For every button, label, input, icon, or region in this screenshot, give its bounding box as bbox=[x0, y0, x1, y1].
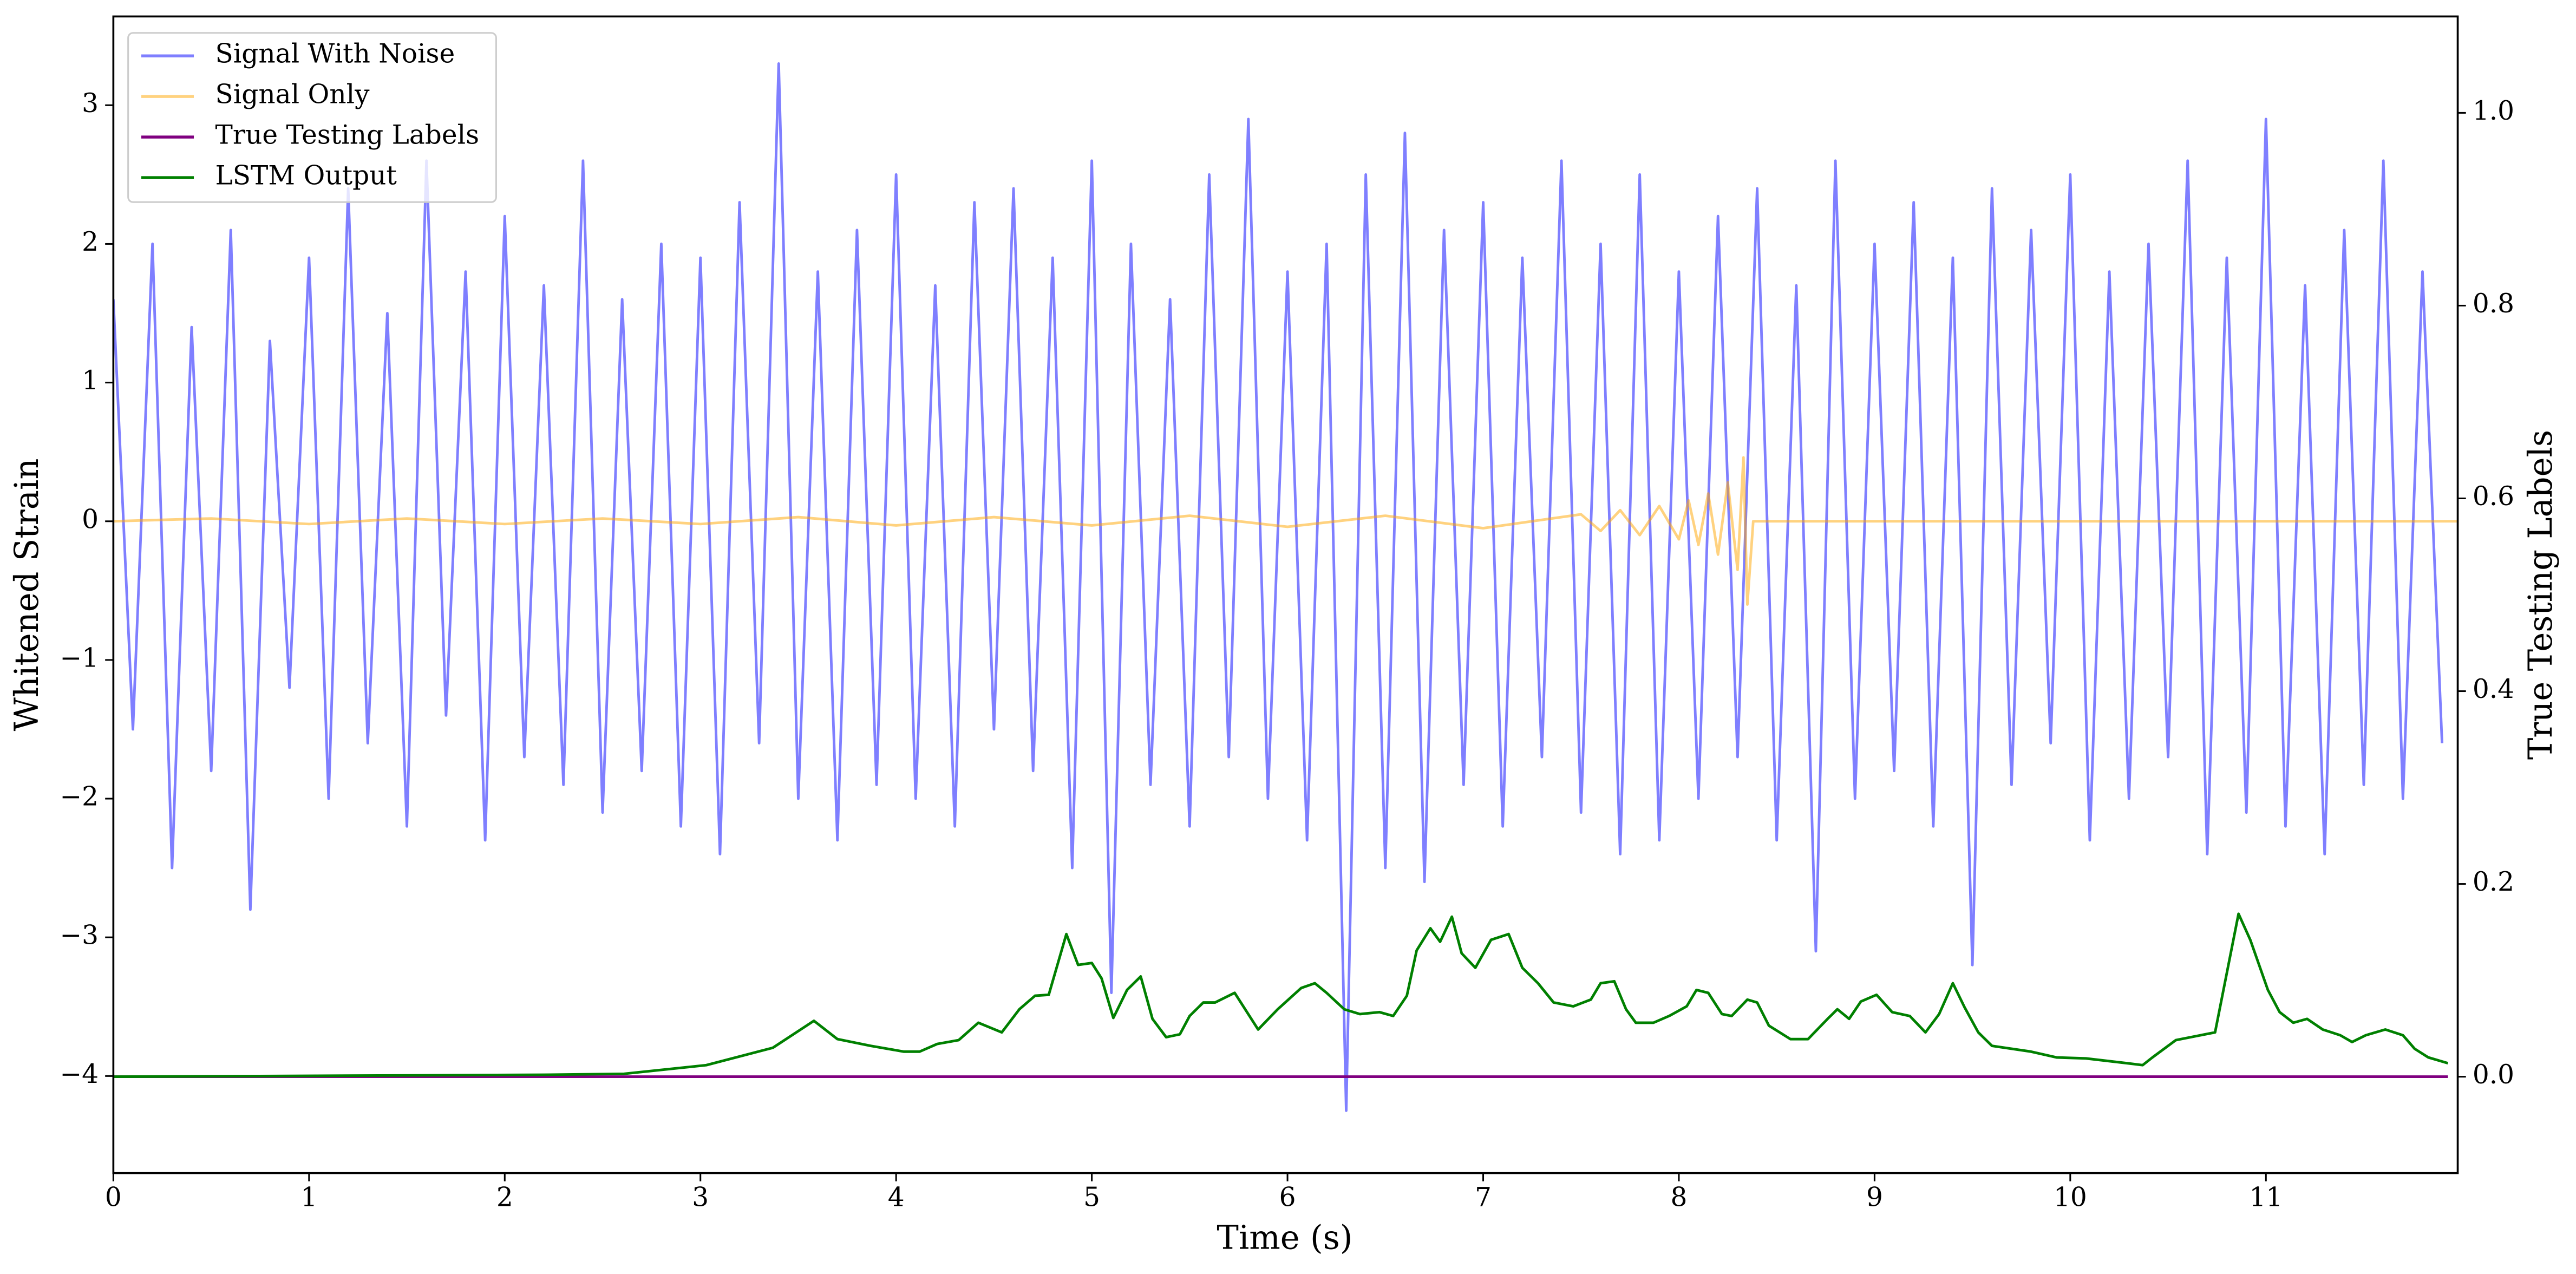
legend: Signal With Noise Signal Only True Testing… bbox=[127, 32, 497, 203]
x-tick-label: 1 bbox=[300, 1182, 317, 1213]
y-tick-label: 1 bbox=[82, 365, 99, 396]
x-tick-label: 3 bbox=[692, 1182, 709, 1213]
x-tick-label: 0 bbox=[105, 1182, 122, 1213]
y2-tick-label: 1.0 bbox=[2473, 96, 2514, 126]
legend-label: Signal Only bbox=[215, 80, 370, 110]
y2-axis-title: True Testing Labels bbox=[2522, 430, 2560, 760]
series-line bbox=[113, 912, 2449, 1079]
y-tick-label: −2 bbox=[60, 782, 99, 812]
y2-tick-label: 0.6 bbox=[2473, 481, 2514, 512]
x-tick-label: 6 bbox=[1279, 1182, 1296, 1213]
y2-tick-label: 0.8 bbox=[2473, 289, 2514, 319]
y2-tick-label: 0.2 bbox=[2473, 867, 2514, 897]
y-tick-label: −4 bbox=[60, 1059, 99, 1089]
x-tick-label: 10 bbox=[2054, 1182, 2087, 1213]
legend-label: Signal With Noise bbox=[215, 39, 455, 69]
y-tick-label: 2 bbox=[82, 227, 99, 257]
x-tick-label: 2 bbox=[496, 1182, 513, 1213]
x-tick-label: 11 bbox=[2249, 1182, 2283, 1213]
y2-tick-label: 0.4 bbox=[2473, 674, 2514, 704]
plot-frame bbox=[112, 15, 2459, 1174]
x-tick-label: 7 bbox=[1475, 1182, 1492, 1213]
x-tick-label: 8 bbox=[1671, 1182, 1688, 1213]
x-tick-label: 5 bbox=[1083, 1182, 1100, 1213]
legend-label: True Testing Labels bbox=[215, 120, 480, 151]
y-tick-label: −3 bbox=[60, 920, 99, 951]
x-tick-label: 4 bbox=[888, 1182, 905, 1213]
y-tick-label: 3 bbox=[82, 88, 99, 119]
y2-tick-label: 0.0 bbox=[2473, 1060, 2514, 1090]
legend-box bbox=[127, 32, 497, 203]
legend-label: LSTM Output bbox=[215, 161, 397, 191]
series-line bbox=[113, 456, 2458, 606]
y-tick-label: −1 bbox=[60, 643, 99, 673]
x-axis-title: Time (s) bbox=[1217, 1219, 1352, 1257]
y-axis-title: Whitened Strain bbox=[8, 459, 46, 731]
series-line bbox=[113, 62, 2444, 1112]
x-tick-label: 9 bbox=[1866, 1182, 1883, 1213]
y-tick-label: 0 bbox=[82, 504, 99, 534]
